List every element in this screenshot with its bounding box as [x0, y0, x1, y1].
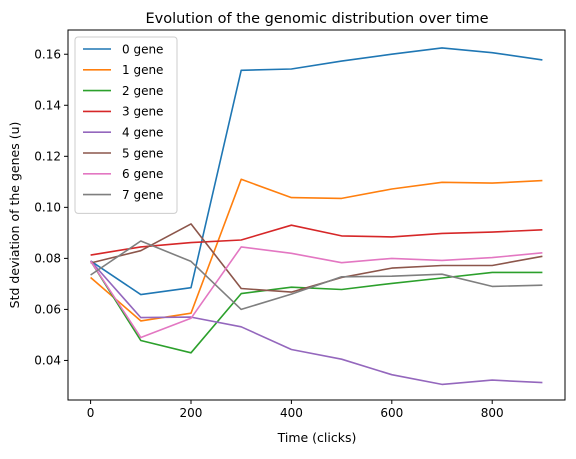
- y-tick-label: 0.06: [34, 303, 61, 317]
- y-tick-label: 0.08: [34, 252, 61, 266]
- series-line-4: [90, 260, 543, 386]
- legend-label-6: 6 gene: [122, 167, 163, 181]
- y-axis-label: Std deviation of the genes (u): [7, 122, 22, 309]
- legend-label-1: 1 gene: [122, 63, 163, 77]
- series-line-7: [90, 240, 543, 311]
- x-tick-label: 200: [180, 406, 203, 420]
- legend-label-0: 0 gene: [122, 42, 163, 56]
- series-layer: [89, 47, 543, 386]
- y-tick-label: 0.04: [34, 354, 61, 368]
- chart-title: Evolution of the genomic distribution ov…: [145, 11, 488, 27]
- legend-box: [74, 36, 178, 214]
- x-axis-label: Time (clicks): [277, 430, 357, 445]
- series-line-0: [90, 47, 543, 296]
- legend-label-3: 3 gene: [122, 105, 163, 119]
- series-line-2: [89, 260, 543, 354]
- x-tick-label: 600: [380, 406, 403, 420]
- legend-label-5: 5 gene: [122, 146, 163, 160]
- series-line-3: [90, 224, 543, 256]
- x-tick-label: 0: [87, 406, 95, 420]
- legend: 0 gene 1 gene 2 gene 3 gene 4 gene 5 gene 6 ge…: [74, 36, 178, 214]
- y-tick-label: 0.16: [34, 48, 61, 62]
- legend-label-2: 2 gene: [122, 84, 163, 98]
- x-tick-label: 800: [481, 406, 504, 420]
- y-tick-label: 0.14: [34, 99, 61, 113]
- legend-label-4: 4 gene: [122, 126, 163, 140]
- y-tick-label: 0.10: [34, 201, 61, 215]
- series-line-6: [89, 246, 543, 339]
- legend-label-7: 7 gene: [122, 188, 163, 202]
- plot-frame: [67, 29, 566, 401]
- x-tick-label: 400: [280, 406, 303, 420]
- y-tick-label: 0.12: [34, 150, 61, 164]
- ticks-layer: 0 200 400 600 800 0.04 0.06 0.08 0.10 0.12 0.14 0.1…: [34, 48, 503, 420]
